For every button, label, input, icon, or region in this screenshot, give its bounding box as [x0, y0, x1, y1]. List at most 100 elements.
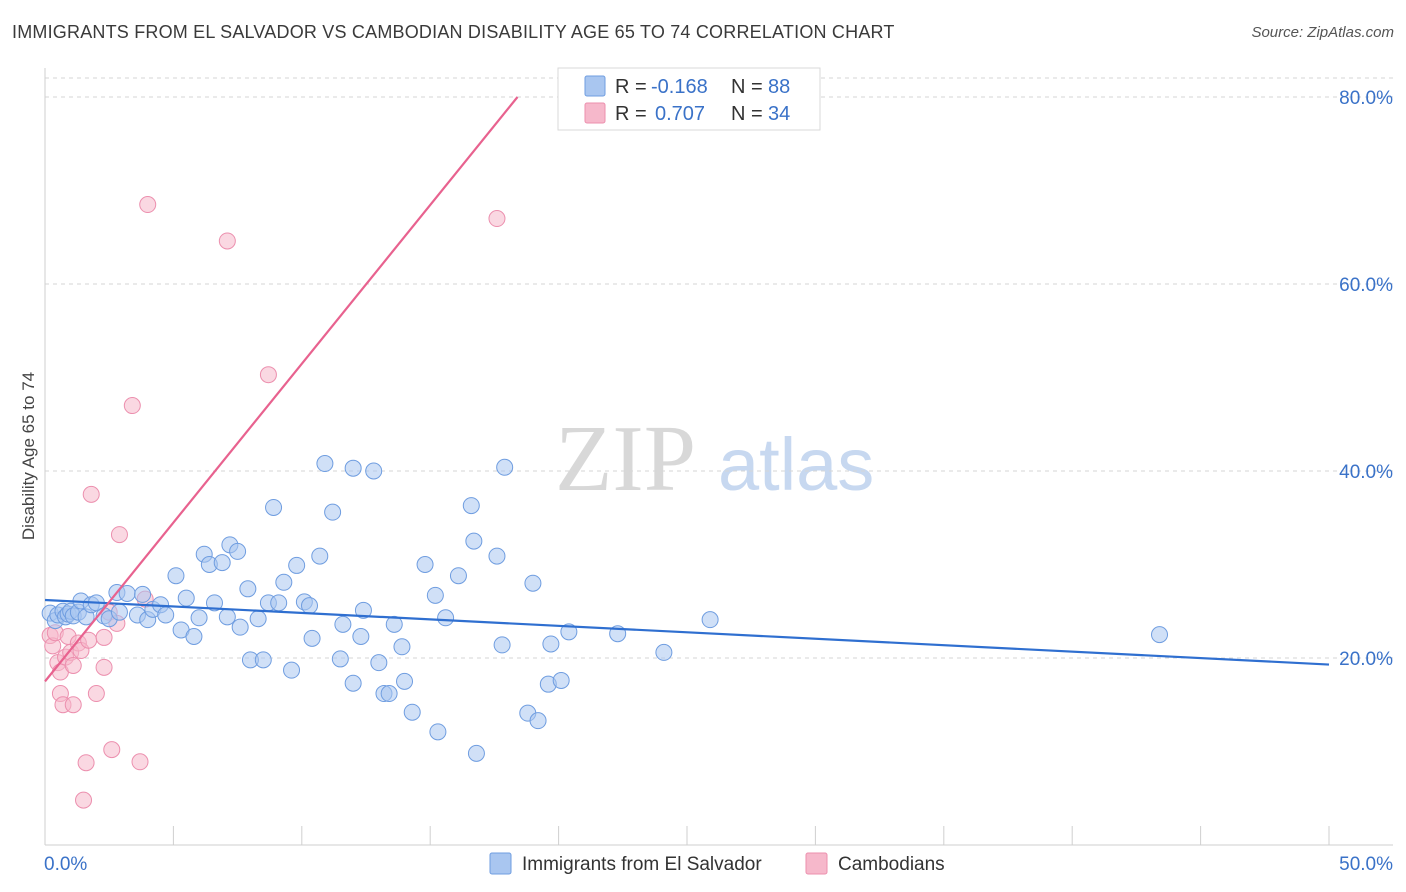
el-salvador-point	[334, 615, 352, 633]
trend-lines	[44, 96, 1330, 683]
el-salvador-point	[429, 723, 447, 741]
series-legend: Immigrants from El Salvador Cambodians	[489, 852, 945, 875]
el-salvador-point	[426, 586, 444, 604]
el-salvador-point	[331, 650, 349, 668]
y-tick-label-3: 80.0%	[1339, 88, 1393, 109]
watermark-zip: ZIP	[555, 407, 696, 511]
el-salvador-point	[449, 567, 467, 585]
stats-legend-swatch-pink	[584, 102, 606, 124]
series-blue-points	[41, 455, 1169, 762]
el-salvador-point	[275, 573, 293, 591]
el-salvador-point	[229, 542, 247, 560]
el-salvador-point	[213, 554, 231, 572]
el-salvador-point	[462, 497, 480, 515]
el-salvador-point	[205, 594, 223, 612]
el-salvador-point	[316, 455, 334, 473]
axes	[44, 68, 1393, 846]
el-salvador-point	[288, 556, 306, 574]
chart-source: Source: ZipAtlas.com	[1251, 24, 1394, 41]
stats-n-label-blue: N =	[731, 76, 763, 98]
el-salvador-point	[265, 498, 283, 516]
cambodian-point	[87, 685, 105, 703]
el-salvador-point	[467, 744, 485, 762]
el-salvador-point	[655, 643, 673, 661]
x-tick-label-0: 0.0%	[44, 854, 87, 875]
grid-lines	[45, 77, 1393, 659]
y-tick-label-1: 40.0%	[1339, 462, 1393, 483]
el-salvador-point	[365, 462, 383, 480]
el-salvador-point	[270, 594, 288, 612]
el-salvador-point	[254, 651, 272, 669]
cambodian-point	[259, 366, 277, 384]
el-salvador-point	[403, 703, 421, 721]
el-salvador-point	[493, 636, 511, 654]
x-tick-labels: 0.0% 50.0%	[44, 854, 1393, 875]
cambodian-point	[103, 741, 121, 759]
el-salvador-point	[524, 574, 542, 592]
y-axis-label: Disability Age 65 to 74	[19, 372, 38, 540]
trend-line-el-salvador	[44, 598, 1330, 666]
cambodian-point	[82, 485, 100, 503]
cambodian-point	[95, 658, 113, 676]
cambodian-point	[123, 397, 141, 415]
el-salvador-point	[393, 638, 411, 656]
el-salvador-point	[437, 609, 455, 627]
el-salvador-point	[134, 585, 152, 603]
y-tick-label-2: 60.0%	[1339, 275, 1393, 296]
el-salvador-point	[344, 459, 362, 477]
el-salvador-point	[303, 629, 321, 647]
cambodian-point	[139, 196, 157, 214]
el-salvador-point	[488, 547, 506, 565]
el-salvador-point	[218, 608, 236, 626]
el-salvador-point	[701, 611, 719, 629]
el-salvador-point	[249, 610, 267, 628]
cambodian-point	[110, 526, 128, 544]
el-salvador-point	[157, 606, 175, 624]
stats-legend: R = -0.168 N = 88 R = 0.707 N = 34	[557, 67, 821, 131]
cambodian-point	[131, 753, 149, 771]
stats-n-value-pink: 34	[768, 103, 790, 125]
cambodian-point	[488, 210, 506, 228]
el-salvador-point	[496, 458, 514, 476]
el-salvador-point	[380, 685, 398, 703]
series-legend-label-blue: Immigrants from El Salvador	[522, 854, 762, 875]
trend-line-cambodians	[44, 96, 519, 683]
el-salvador-point	[167, 567, 185, 585]
cambodian-point	[77, 754, 95, 772]
series-legend-label-pink: Cambodians	[838, 854, 945, 875]
stats-n-label-pink: N =	[731, 103, 763, 125]
el-salvador-point	[311, 547, 329, 565]
el-salvador-point	[324, 503, 342, 521]
watermark-atlas: atlas	[718, 423, 874, 506]
el-salvador-point	[385, 615, 403, 633]
el-salvador-point	[1151, 626, 1169, 644]
stats-r-label-blue: R =	[615, 76, 647, 98]
cambodian-point	[64, 696, 82, 714]
el-salvador-point	[416, 556, 434, 573]
cambodian-point	[218, 232, 236, 250]
el-salvador-point	[529, 712, 547, 730]
el-salvador-point	[239, 580, 257, 598]
series-legend-swatch-pink	[805, 852, 828, 875]
x-tick-label-1: 50.0%	[1339, 854, 1393, 875]
y-tick-label-0: 20.0%	[1339, 649, 1393, 670]
el-salvador-point	[110, 603, 128, 621]
stats-n-value-blue: 88	[768, 76, 790, 98]
el-salvador-point	[301, 597, 319, 615]
el-salvador-point	[352, 627, 370, 645]
el-salvador-point	[231, 618, 249, 636]
el-salvador-point	[552, 671, 570, 689]
el-salvador-point	[190, 609, 208, 627]
stats-r-value-pink: 0.707	[655, 103, 705, 125]
el-salvador-point	[396, 672, 414, 690]
el-salvador-point	[370, 654, 388, 672]
el-salvador-point	[465, 532, 483, 550]
el-salvador-point	[185, 627, 203, 645]
cambodian-point	[64, 656, 82, 674]
y-tick-labels: 20.0% 40.0% 60.0% 80.0%	[1339, 88, 1393, 670]
stats-r-value-blue: -0.168	[651, 76, 708, 98]
chart-title: IMMIGRANTS FROM EL SALVADOR VS CAMBODIAN…	[12, 22, 895, 42]
el-salvador-point	[354, 601, 372, 619]
el-salvador-point	[283, 661, 301, 679]
